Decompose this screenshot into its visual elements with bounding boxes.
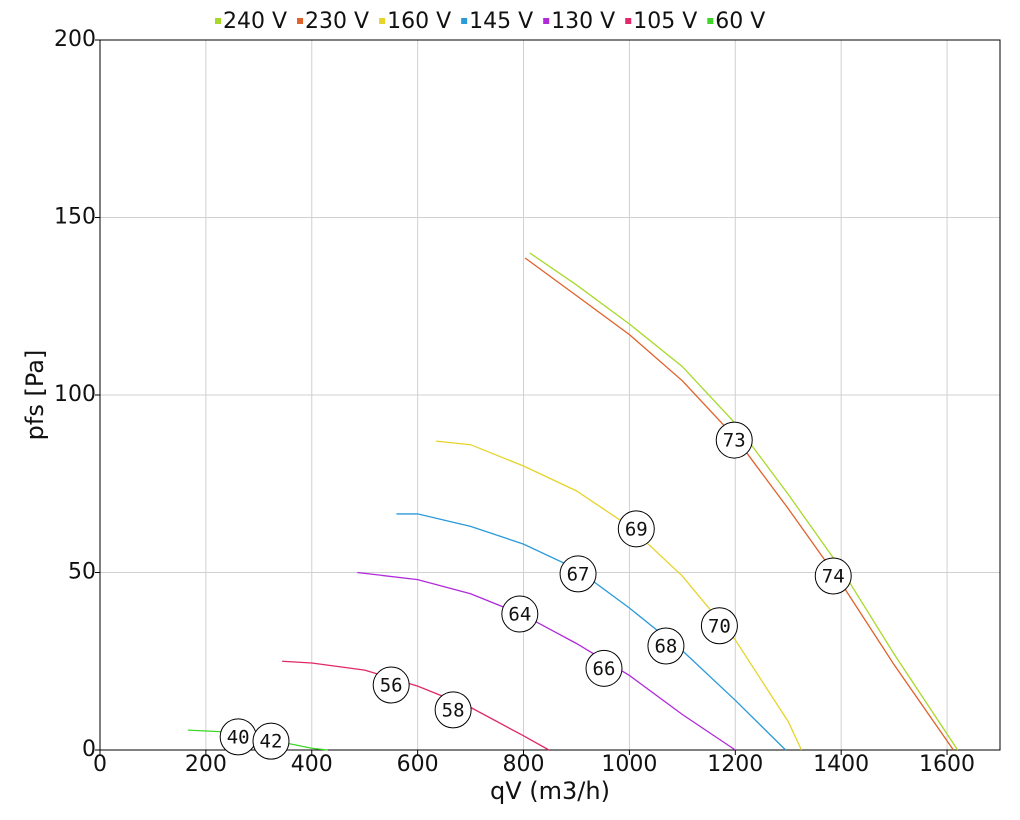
annotation-label: 74: [822, 566, 845, 588]
annotation: 74: [814, 557, 852, 595]
x-axis-label: qV (m3/h): [490, 777, 610, 805]
annotation-label: 56: [380, 675, 403, 697]
legend-label: 145 V: [469, 9, 533, 34]
x-tick-label: 1600: [919, 752, 975, 777]
series-line: [436, 440, 803, 751]
annotation-circle: [372, 666, 410, 704]
annotation-circle: [647, 627, 685, 665]
legend-label: 160 V: [387, 9, 451, 34]
y-tick-label: 150: [54, 205, 96, 230]
x-tick-label: 400: [291, 752, 333, 777]
annotation: 67: [559, 555, 597, 593]
annotation-circle: [700, 607, 738, 645]
annotation-circle: [715, 421, 753, 459]
x-tick-label: 200: [185, 752, 227, 777]
annotation: 66: [585, 649, 623, 687]
x-tick-label: 1200: [707, 752, 763, 777]
y-tick-label: 0: [82, 737, 96, 762]
legend-marker: [625, 18, 632, 24]
annotation-circle: [559, 555, 597, 593]
annotation-label: 69: [625, 518, 648, 540]
x-tick-label: 1400: [813, 752, 869, 777]
legend-label: 240 V: [223, 9, 287, 34]
annotation-circle: [252, 722, 290, 760]
annotation: 73: [715, 421, 753, 459]
x-tick-label: 1000: [601, 752, 657, 777]
series-line: [357, 571, 736, 751]
legend-marker: [707, 18, 714, 24]
annotation-label: 67: [567, 563, 590, 585]
legend: 240 V 230 V 160 V 145 V 130 V 105 V 60 V: [215, 9, 765, 34]
legend-marker: [379, 18, 386, 24]
legend-marker: [297, 18, 304, 24]
legend-label: 60 V: [715, 9, 765, 34]
annotation: 42: [252, 722, 290, 760]
plot-frame: [99, 39, 1001, 751]
x-tick-label: 600: [397, 752, 439, 777]
annotation-label: 66: [593, 658, 616, 680]
annotation: 40: [219, 718, 257, 756]
annotation-circle: [814, 557, 852, 595]
annotation-circle: [617, 510, 655, 548]
annotation-circle: [434, 691, 472, 729]
legend-marker: [543, 18, 550, 24]
series-line: [282, 660, 550, 751]
annotation: 69: [617, 510, 655, 548]
annotation: 68: [647, 627, 685, 665]
axes: 0 200 400 600 800 1000 1200 1400 1600 0 50 100 150 20…: [54, 27, 1001, 777]
annotation-circle: [585, 649, 623, 687]
annotation-label: 58: [442, 699, 465, 721]
x-tick-label: 0: [93, 752, 107, 777]
y-tick-label: 100: [54, 382, 96, 407]
annotation-label: 42: [260, 731, 283, 753]
y-axis-label: pfs [Pa]: [21, 350, 49, 441]
legend-marker: [215, 18, 221, 24]
legend-label: 130 V: [551, 9, 615, 34]
y-tick-label: 200: [54, 27, 96, 52]
annotation-label: 73: [723, 430, 746, 452]
legend-label: 230 V: [305, 9, 369, 34]
annotation-label: 68: [654, 635, 677, 657]
annotation-circle: [501, 595, 539, 633]
y-tick-label: 50: [68, 560, 96, 585]
annotation: 56: [372, 666, 410, 704]
annotation: 70: [700, 607, 738, 645]
annotation-label: 40: [227, 726, 250, 748]
legend-label: 105 V: [633, 9, 697, 34]
annotation: 58: [434, 691, 472, 729]
legend-marker: [461, 18, 468, 24]
x-tick-label: 800: [503, 752, 545, 777]
annotation-label: 64: [508, 604, 531, 626]
annotation: 64: [501, 595, 539, 633]
annotation-label: 70: [708, 615, 731, 637]
